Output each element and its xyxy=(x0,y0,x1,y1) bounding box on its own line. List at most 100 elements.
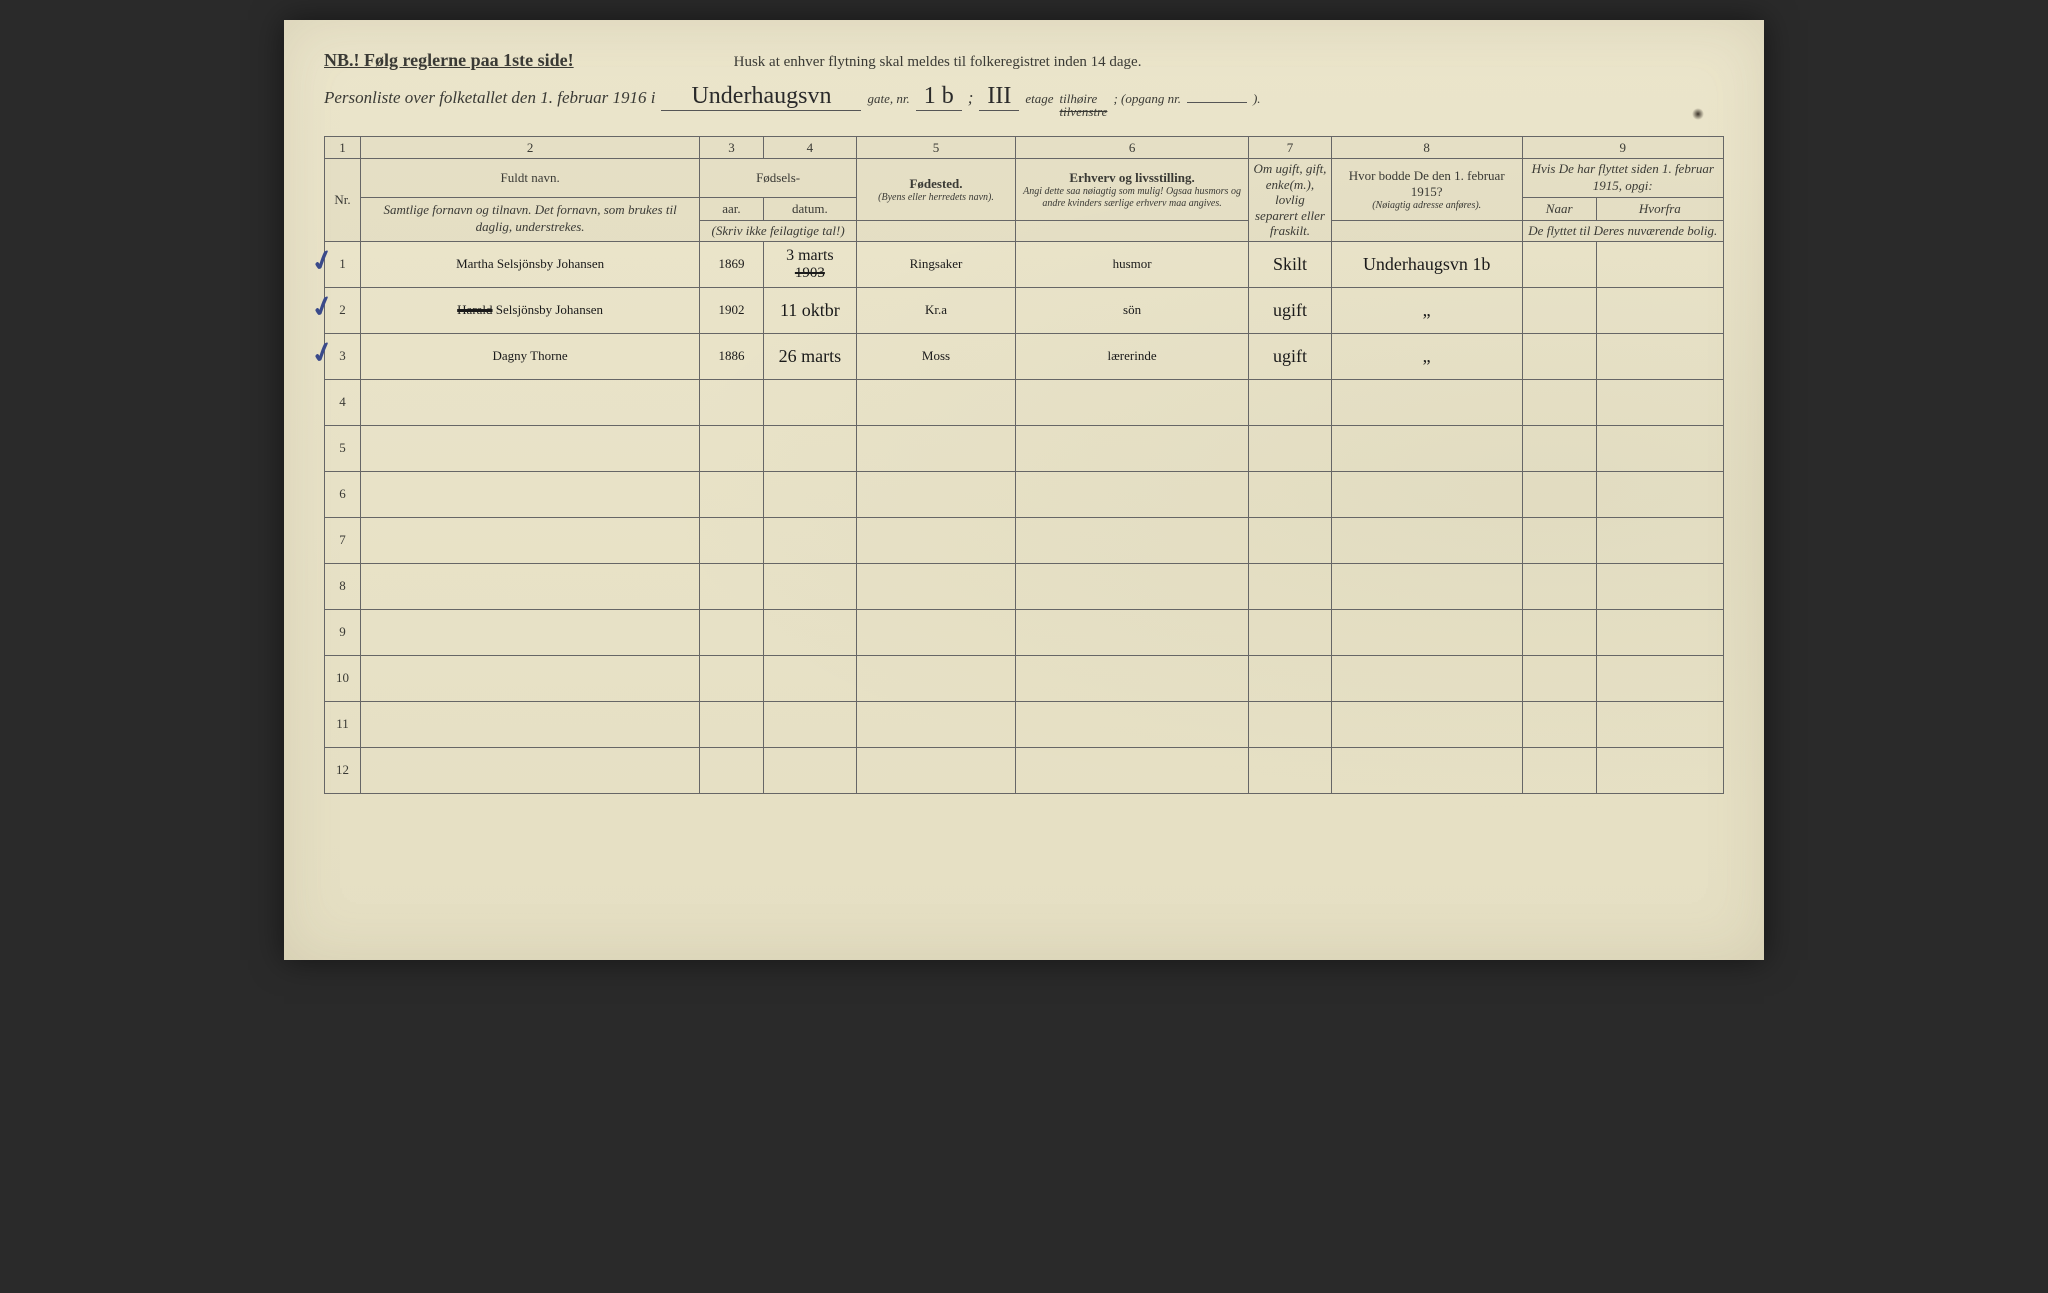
subtitle-prefix: Personliste over folketallet den 1. febr… xyxy=(324,88,655,108)
table-row: 3✓Dagny Thorne188626 martsMosslærerindeu… xyxy=(325,333,1724,379)
cell-naar xyxy=(1522,471,1596,517)
cell-fodested xyxy=(857,379,1016,425)
blue-checkmark-icon: ✓ xyxy=(307,242,338,281)
colnum-4: 4 xyxy=(763,137,856,159)
cell-civil xyxy=(1249,425,1332,471)
row-number: 4 xyxy=(325,379,361,425)
cell-hvor1915: „ xyxy=(1331,287,1522,333)
cell-hvor1915 xyxy=(1331,701,1522,747)
cell-hvorfra xyxy=(1596,241,1723,287)
cell-hvor1915 xyxy=(1331,747,1522,793)
cell-erhverv xyxy=(1015,379,1248,425)
cell-fodested xyxy=(857,425,1016,471)
cell-navn xyxy=(361,471,700,517)
cell-naar xyxy=(1522,655,1596,701)
cell-aar xyxy=(700,747,764,793)
cell-navn xyxy=(361,563,700,609)
row-number: 8 xyxy=(325,563,361,609)
cell-aar xyxy=(700,563,764,609)
cell-aar: 1869 xyxy=(700,241,764,287)
colnum-6: 6 xyxy=(1015,137,1248,159)
table-row: 2✓Harald Selsjönsby Johansen190211 oktbr… xyxy=(325,287,1724,333)
table-row: 11 xyxy=(325,701,1724,747)
cell-datum xyxy=(763,471,856,517)
street-name-field: Underhaugsvn xyxy=(661,83,861,111)
cell-hvor1915 xyxy=(1331,471,1522,517)
cell-civil xyxy=(1249,747,1332,793)
cell-erhverv xyxy=(1015,563,1248,609)
cell-hvor1915 xyxy=(1331,563,1522,609)
hdr-hvorfra: Hvorfra xyxy=(1596,197,1723,221)
hdr-flyttet-sub: De flyttet til Deres nuværende bolig. xyxy=(1522,221,1723,242)
colnum-3: 3 xyxy=(700,137,764,159)
cell-datum xyxy=(763,379,856,425)
opgang-nr-field xyxy=(1187,102,1247,103)
address-line: Personliste over folketallet den 1. febr… xyxy=(324,83,1724,118)
table-row: 9 xyxy=(325,609,1724,655)
row-number: 6 xyxy=(325,471,361,517)
cell-datum xyxy=(763,747,856,793)
blue-checkmark-icon: ✓ xyxy=(307,334,338,373)
cell-aar xyxy=(700,655,764,701)
blue-checkmark-icon: ✓ xyxy=(307,288,338,327)
opgang-label: ; (opgang nr. xyxy=(1113,91,1181,107)
cell-civil xyxy=(1249,701,1332,747)
cell-civil xyxy=(1249,563,1332,609)
hdr-erhverv: Erhverv og livsstilling. Angi dette saa … xyxy=(1015,159,1248,221)
cell-fodested xyxy=(857,747,1016,793)
colnum-2: 2 xyxy=(361,137,700,159)
cell-fodested: Moss xyxy=(857,333,1016,379)
cell-hvor1915 xyxy=(1331,517,1522,563)
cell-hvorfra xyxy=(1596,517,1723,563)
cell-civil xyxy=(1249,517,1332,563)
cell-fodested xyxy=(857,609,1016,655)
hdr-hvor1915: Hvor bodde De den 1. februar 1915? (Nøia… xyxy=(1331,159,1522,221)
hdr-fuldt-navn: Fuldt navn. xyxy=(361,159,700,198)
cell-hvorfra xyxy=(1596,425,1723,471)
cell-datum xyxy=(763,563,856,609)
cell-navn: Dagny Thorne xyxy=(361,333,700,379)
cell-fodested: Kr.a xyxy=(857,287,1016,333)
row-number: 2✓ xyxy=(325,287,361,333)
cell-navn xyxy=(361,701,700,747)
cell-hvorfra xyxy=(1596,563,1723,609)
cell-naar xyxy=(1522,287,1596,333)
table-row: 5 xyxy=(325,425,1724,471)
top-notice-line: NB.! Følg reglerne paa 1ste side! Husk a… xyxy=(324,50,1724,71)
hdr-fuldt-sub: Samtlige fornavn og tilnavn. Det fornavn… xyxy=(361,197,700,241)
etage-label: etage xyxy=(1025,91,1053,107)
hdr-fodested: Fødested. (Byens eller herredets navn). xyxy=(857,159,1016,221)
row-number: 3✓ xyxy=(325,333,361,379)
colnum-9: 9 xyxy=(1522,137,1723,159)
cell-civil xyxy=(1249,609,1332,655)
hdr-naar: Naar xyxy=(1522,197,1596,221)
gate-label: gate, nr. xyxy=(867,91,909,107)
cell-erhverv xyxy=(1015,425,1248,471)
cell-fodested: Ringsaker xyxy=(857,241,1016,287)
cell-datum: 3 marts1903 xyxy=(763,241,856,287)
cell-hvor1915 xyxy=(1331,655,1522,701)
cell-datum xyxy=(763,425,856,471)
table-row: 6 xyxy=(325,471,1724,517)
cell-navn xyxy=(361,517,700,563)
table-row: 10 xyxy=(325,655,1724,701)
row-number: 12 xyxy=(325,747,361,793)
hdr-datum: datum. xyxy=(763,197,856,221)
cell-hvorfra xyxy=(1596,471,1723,517)
cell-civil xyxy=(1249,655,1332,701)
cell-hvor1915 xyxy=(1331,425,1522,471)
cell-civil: ugift xyxy=(1249,333,1332,379)
cell-fodested xyxy=(857,563,1016,609)
cell-aar xyxy=(700,379,764,425)
hdr-fodsels: Fødsels- xyxy=(700,159,857,198)
cell-hvorfra xyxy=(1596,609,1723,655)
cell-hvorfra xyxy=(1596,747,1723,793)
cell-navn xyxy=(361,655,700,701)
cell-datum xyxy=(763,609,856,655)
table-body: 1✓Martha Selsjönsby Johansen18693 marts1… xyxy=(325,241,1724,793)
cell-hvor1915 xyxy=(1331,609,1522,655)
cell-naar xyxy=(1522,563,1596,609)
hdr-flyttet: Hvis De har flyttet siden 1. februar 191… xyxy=(1522,159,1723,198)
tilvenstre-option: tilvenstre xyxy=(1060,104,1108,119)
cell-fodested xyxy=(857,471,1016,517)
